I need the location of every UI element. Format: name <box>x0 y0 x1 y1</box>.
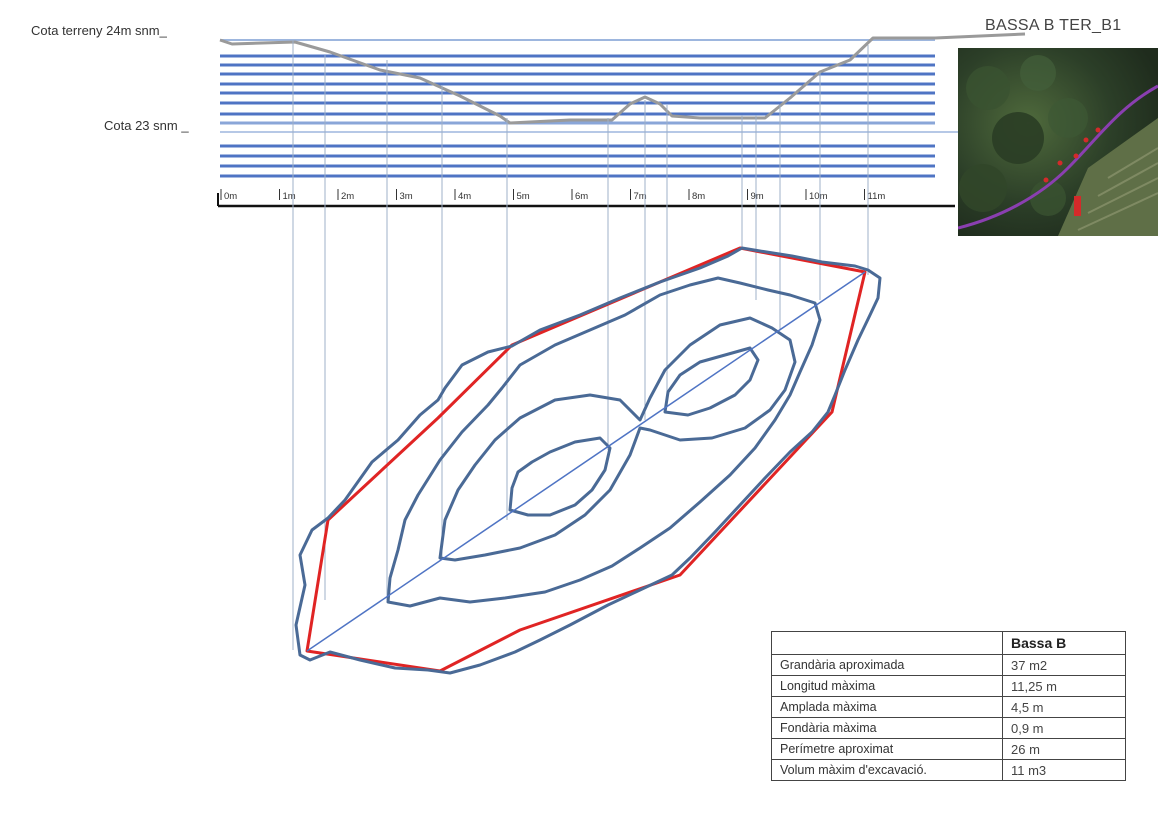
row-value: 0,9 m <box>1002 717 1126 739</box>
row-label: Volum màxim d'excavació. <box>771 759 1003 781</box>
scale-tick-label: 9m <box>751 191 764 202</box>
scale-tick-label: 6m <box>575 191 588 202</box>
table-row: Grandària aproximada 37 m2 <box>771 654 1126 676</box>
row-value: 11 m3 <box>1002 759 1126 781</box>
strata-lines <box>220 39 958 178</box>
contour-third <box>438 316 797 562</box>
table-row: Fondària màxima 0,9 m <box>771 717 1126 739</box>
row-label: Fondària màxima <box>771 717 1003 739</box>
pond-dimensions-table: Bassa B Grandària aproximada 37 m2 Longi… <box>771 631 1126 781</box>
table-row: Amplada màxima 4,5 m <box>771 696 1126 718</box>
row-label: Grandària aproximada <box>771 654 1003 676</box>
scale-tick-label: 5m <box>517 191 530 202</box>
row-label: Perímetre aproximat <box>771 738 1003 760</box>
scale-tick-label: 10m <box>809 191 828 202</box>
projection-lines <box>292 40 869 650</box>
scale-tick-label: 2m <box>341 191 354 202</box>
table-header-row: Bassa B <box>771 631 1126 655</box>
table-row: Perímetre aproximat 26 m <box>771 738 1126 760</box>
scale-tick-label: 8m <box>692 191 705 202</box>
row-label: Amplada màxima <box>771 696 1003 718</box>
row-value: 11,25 m <box>1002 675 1126 697</box>
table-row: Longitud màxima 11,25 m <box>771 675 1126 697</box>
diagram-title: BASSA B TER_B1 <box>985 17 1122 34</box>
scale-tick-label: 7m <box>634 191 647 202</box>
table-header-empty <box>771 631 1003 655</box>
satellite-inset <box>958 48 1158 236</box>
pond-long-axis <box>306 271 866 652</box>
scale-tick-label: 4m <box>458 191 471 202</box>
table-row: Volum màxim d'excavació. 11 m3 <box>771 759 1126 781</box>
row-value: 26 m <box>1002 738 1126 760</box>
contour-inner-upper <box>663 346 760 417</box>
scale-ticks: 0m 1m 2m 3m 4m 5m 6m 7m 8m 9m 10m 11m <box>220 189 886 202</box>
table-header-title: Bassa B <box>1002 631 1126 655</box>
scale-tick-label: 0m <box>224 191 237 202</box>
scale-tick-label: 3m <box>400 191 413 202</box>
contour-inner-lower <box>508 436 612 517</box>
contour-second <box>386 276 822 608</box>
row-label: Longitud màxima <box>771 675 1003 697</box>
top-elevation-label: Cota terreny 24m snm_ <box>31 23 167 38</box>
row-value: 4,5 m <box>1002 696 1126 718</box>
row-value: 37 m2 <box>1002 654 1126 676</box>
mid-elevation-label: Cota 23 snm _ <box>104 118 189 133</box>
scale-tick-label: 11m <box>868 191 886 202</box>
scale-tick-label: 1m <box>283 191 296 202</box>
satellite-image <box>958 48 1158 236</box>
contour-outer <box>294 246 882 675</box>
terrain-profile <box>219 32 1026 125</box>
